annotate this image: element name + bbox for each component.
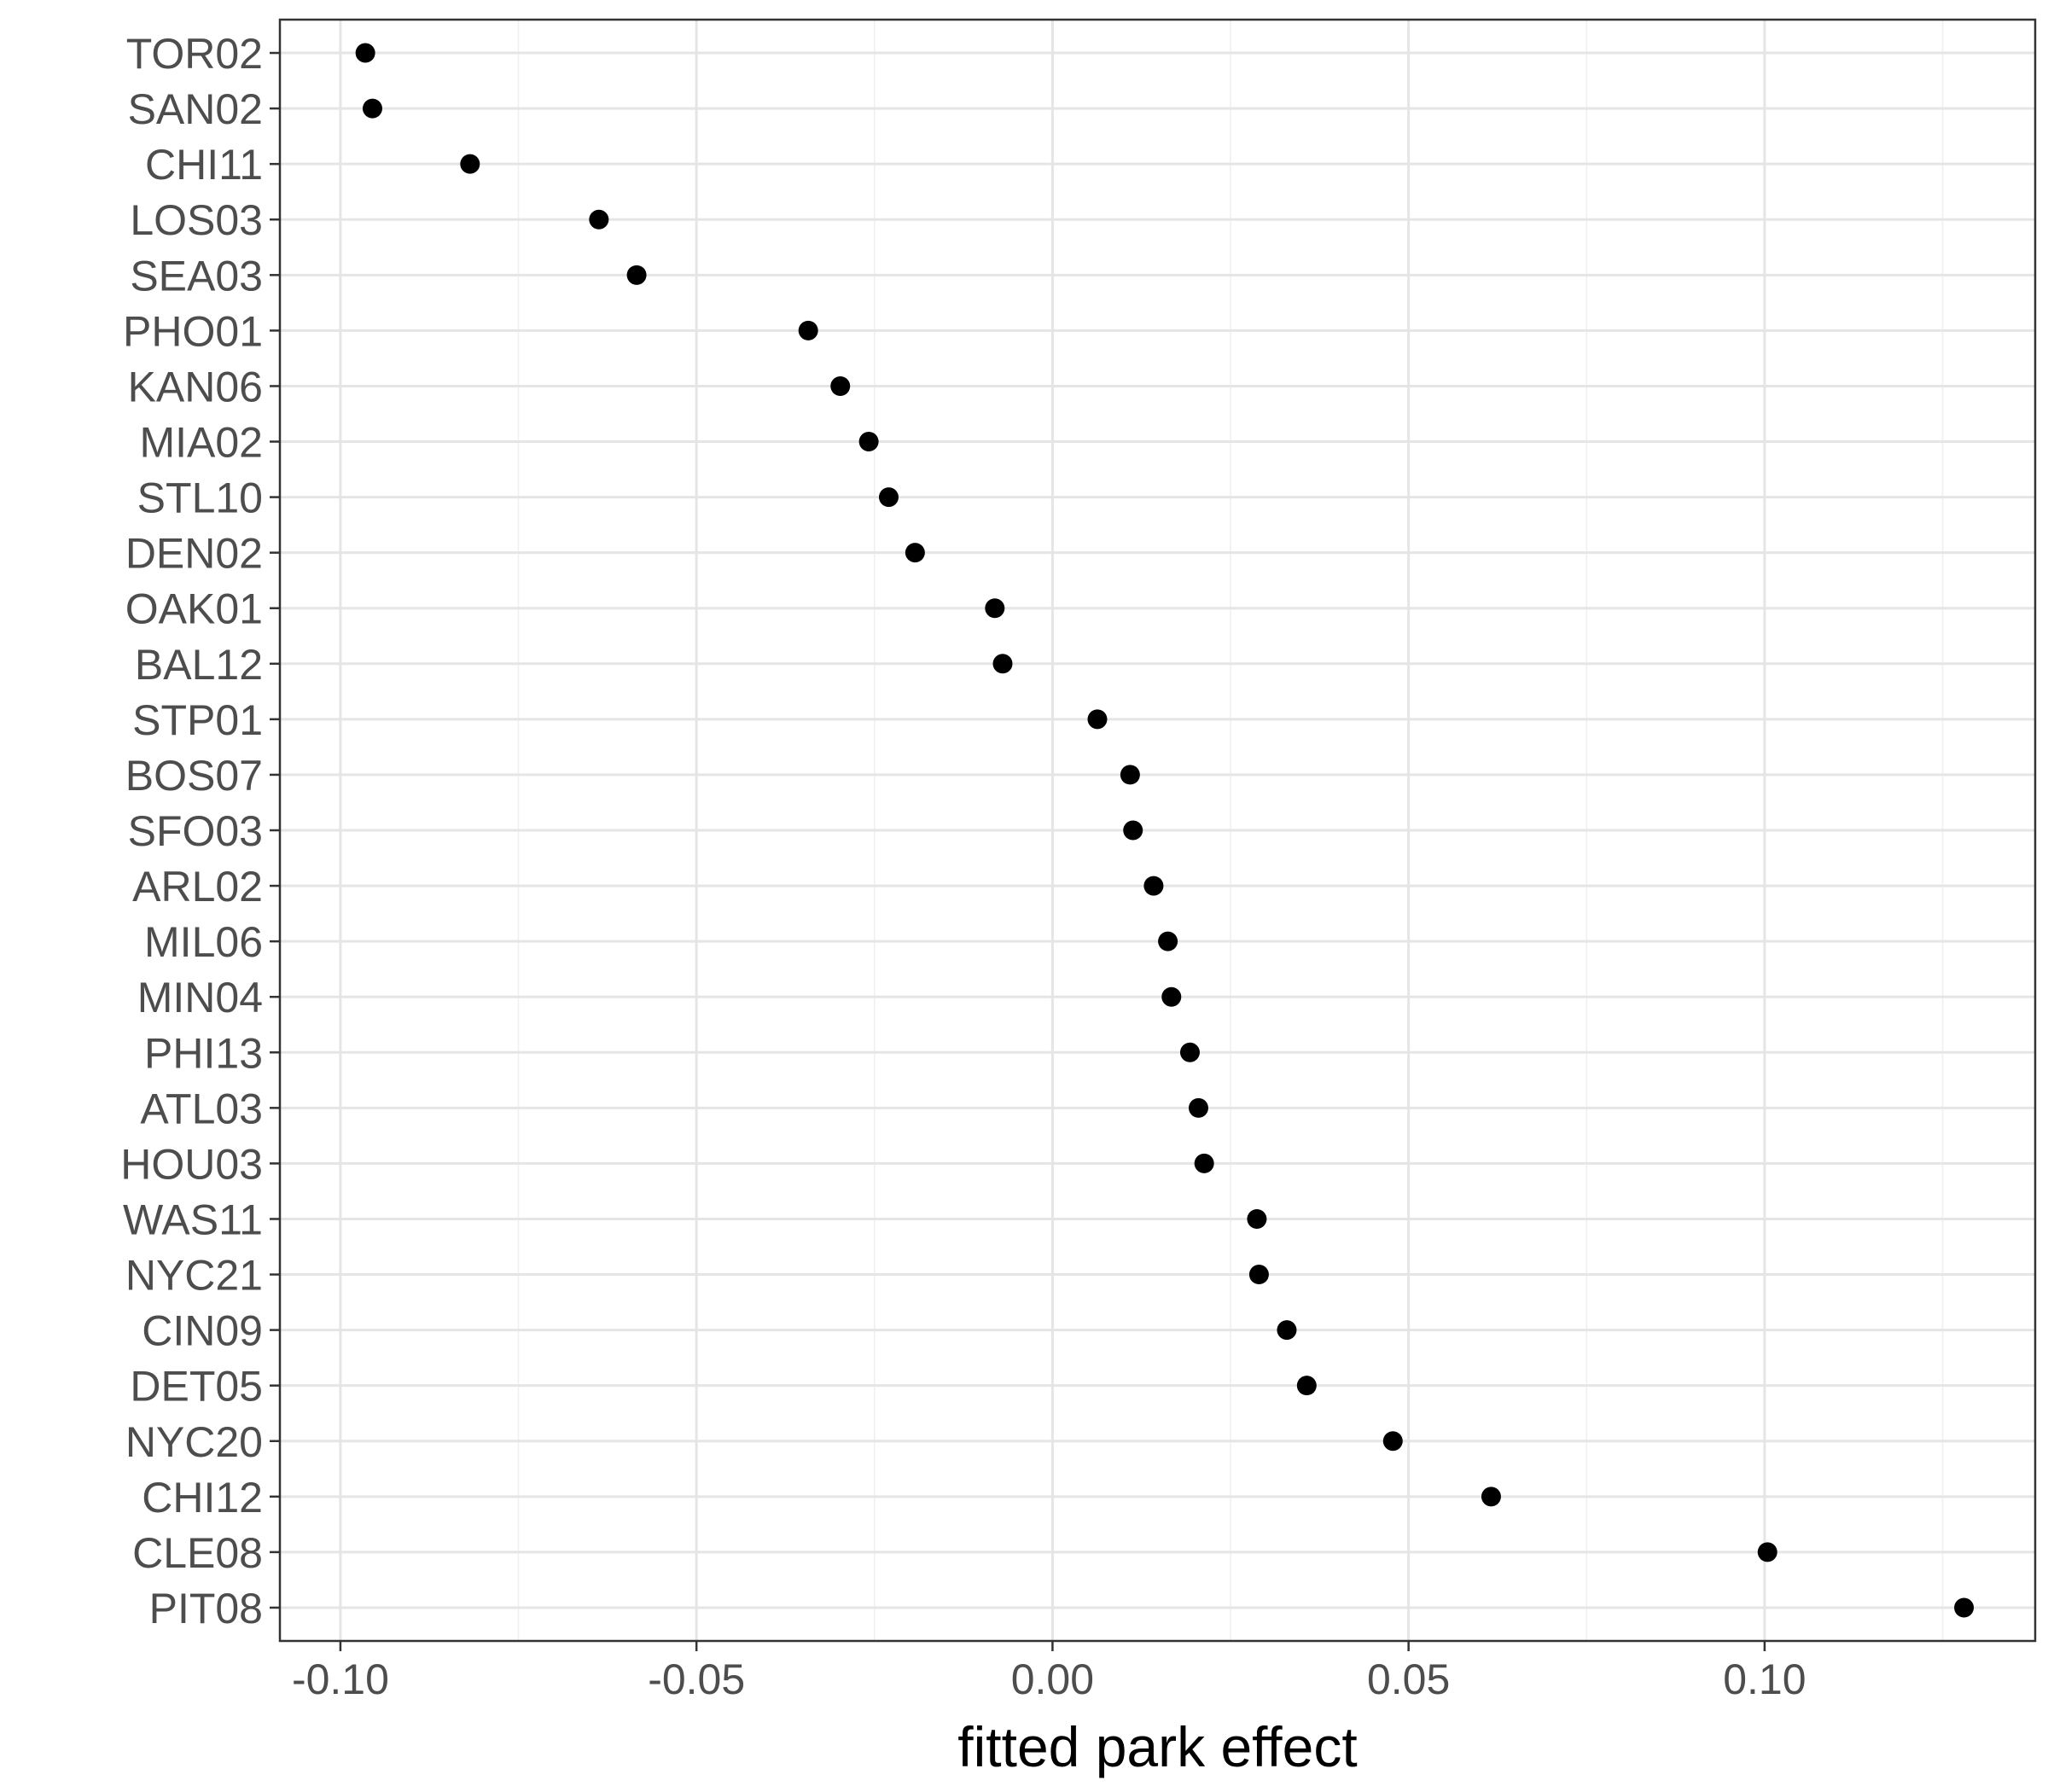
data-point-stp01: [1087, 709, 1108, 730]
data-point-atl03: [1188, 1097, 1208, 1118]
data-point-oak01: [985, 598, 1005, 619]
data-point-det05: [1296, 1376, 1317, 1396]
x-tick-label: 0.00: [1011, 1655, 1094, 1703]
y-axis-ticks: TOR02 SAN02 CHI11 LOS03 SEA03 PHO01 KAN06 MIA02…: [120, 30, 280, 1632]
y-tick-label: MIN04: [137, 974, 263, 1021]
y-tick-label: MIA02: [139, 419, 263, 467]
y-tick-label: SEA03: [130, 252, 263, 300]
x-tick-label: 0.05: [1367, 1655, 1450, 1703]
data-points: [355, 43, 1975, 1618]
data-point-was11: [1247, 1208, 1267, 1229]
data-point-den02: [905, 543, 925, 563]
y-tick-label: CLE08: [132, 1529, 263, 1577]
data-point-nyc21: [1248, 1265, 1269, 1285]
y-tick-label: CIN09: [142, 1307, 263, 1355]
y-tick-label: DET05: [130, 1363, 263, 1411]
y-tick-label: SFO03: [128, 807, 263, 855]
data-point-sea03: [626, 265, 647, 285]
data-point-los03: [589, 209, 609, 230]
data-point-bos07: [1120, 765, 1140, 785]
data-point-cin09: [1277, 1320, 1297, 1341]
data-point-pho01: [798, 320, 818, 340]
y-tick-label: OAK01: [125, 585, 263, 633]
y-tick-label: SAN02: [128, 85, 263, 133]
y-tick-label: LOS03: [130, 196, 263, 244]
y-tick-label: CHI12: [142, 1474, 263, 1521]
y-tick-label: WAS11: [123, 1196, 263, 1243]
x-tick-label: -0.10: [292, 1655, 389, 1703]
data-point-chi12: [1481, 1487, 1501, 1507]
x-tick-label: 0.10: [1723, 1655, 1806, 1703]
data-point-sfo03: [1123, 820, 1143, 841]
y-tick-label: NYC20: [125, 1418, 263, 1466]
y-tick-label: PIT08: [149, 1585, 263, 1632]
data-point-san02: [362, 98, 382, 119]
y-tick-label: ARL02: [132, 863, 263, 911]
data-point-stl10: [878, 487, 899, 508]
data-point-cle08: [1757, 1542, 1777, 1562]
y-tick-label: HOU03: [120, 1140, 263, 1188]
data-point-bal12: [992, 654, 1013, 674]
y-tick-label: KAN06: [128, 363, 263, 410]
y-tick-label: ATL03: [140, 1085, 263, 1132]
y-tick-label: CHI11: [145, 141, 263, 189]
y-tick-label: NYC21: [125, 1252, 263, 1300]
data-point-tor02: [355, 43, 375, 63]
y-tick-label: DEN02: [125, 530, 263, 578]
data-point-min04: [1161, 986, 1182, 1007]
data-point-pit08: [1954, 1597, 1975, 1618]
x-tick-label: -0.05: [648, 1655, 745, 1703]
data-point-arl02: [1143, 876, 1164, 896]
y-tick-label: BOS07: [125, 752, 263, 800]
x-axis-ticks: -0.10 -0.05 0.00 0.05 0.10: [292, 1641, 1807, 1703]
major-gridlines: [280, 20, 2035, 1641]
data-point-mia02: [858, 432, 879, 452]
y-tick-label: PHO01: [123, 307, 263, 355]
y-tick-label: TOR02: [126, 30, 263, 78]
x-axis-title: fitted park effect: [957, 1715, 1357, 1778]
y-tick-label: MIL06: [144, 918, 263, 966]
data-point-chi11: [460, 154, 480, 174]
data-point-nyc20: [1382, 1431, 1403, 1452]
data-point-phi13: [1179, 1042, 1200, 1062]
y-tick-label: STL10: [137, 474, 263, 522]
y-tick-label: STP01: [132, 696, 263, 744]
y-tick-label: BAL12: [135, 641, 263, 689]
data-point-mil06: [1158, 931, 1178, 951]
y-tick-label: PHI13: [144, 1029, 263, 1077]
data-point-kan06: [830, 375, 851, 396]
data-point-hou03: [1194, 1153, 1214, 1173]
